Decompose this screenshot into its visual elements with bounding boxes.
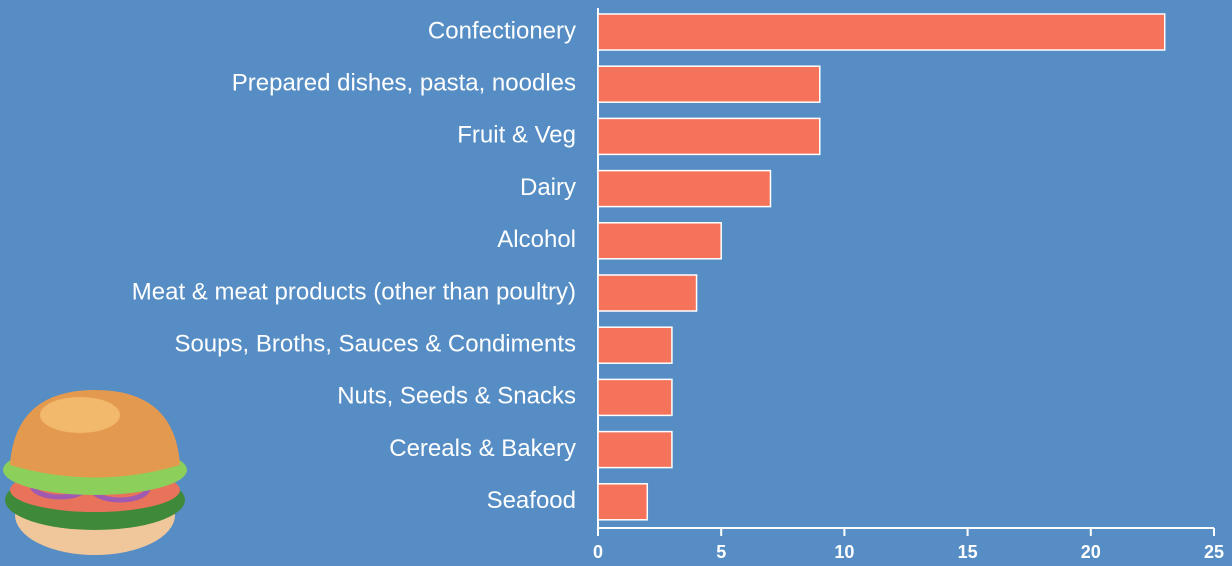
bar — [598, 275, 697, 311]
x-tick-label: 25 — [1204, 542, 1224, 562]
x-tick-label: 0 — [593, 542, 603, 562]
x-tick-label: 5 — [716, 542, 726, 562]
category-label: Nuts, Seeds & Snacks — [337, 383, 576, 410]
category-label: Meat & meat products (other than poultry… — [132, 278, 576, 305]
x-tick-label: 10 — [834, 542, 854, 562]
category-label: Cereals & Bakery — [389, 435, 576, 462]
bar — [598, 432, 672, 468]
bar — [598, 484, 647, 520]
category-label: Seafood — [487, 487, 576, 514]
burger-illustration — [3, 390, 187, 555]
bar — [598, 171, 770, 207]
category-label: Fruit & Veg — [457, 122, 576, 149]
bar — [598, 14, 1165, 50]
chart: 0 5 10 15 20 25 Confectionery Prepared dishes, … — [0, 0, 1232, 566]
category-label: Soups, Broths, Sauces & Condiments — [174, 331, 576, 358]
bar — [598, 327, 672, 363]
category-label: Alcohol — [497, 226, 576, 253]
bar — [598, 223, 721, 259]
bar — [598, 379, 672, 415]
x-tick-label: 20 — [1081, 542, 1101, 562]
bar — [598, 118, 820, 154]
category-label: Confectionery — [428, 17, 576, 44]
category-label: Dairy — [520, 174, 576, 201]
x-tick-label: 15 — [958, 542, 978, 562]
category-label: Prepared dishes, pasta, noodles — [232, 70, 576, 97]
bar — [598, 66, 820, 102]
